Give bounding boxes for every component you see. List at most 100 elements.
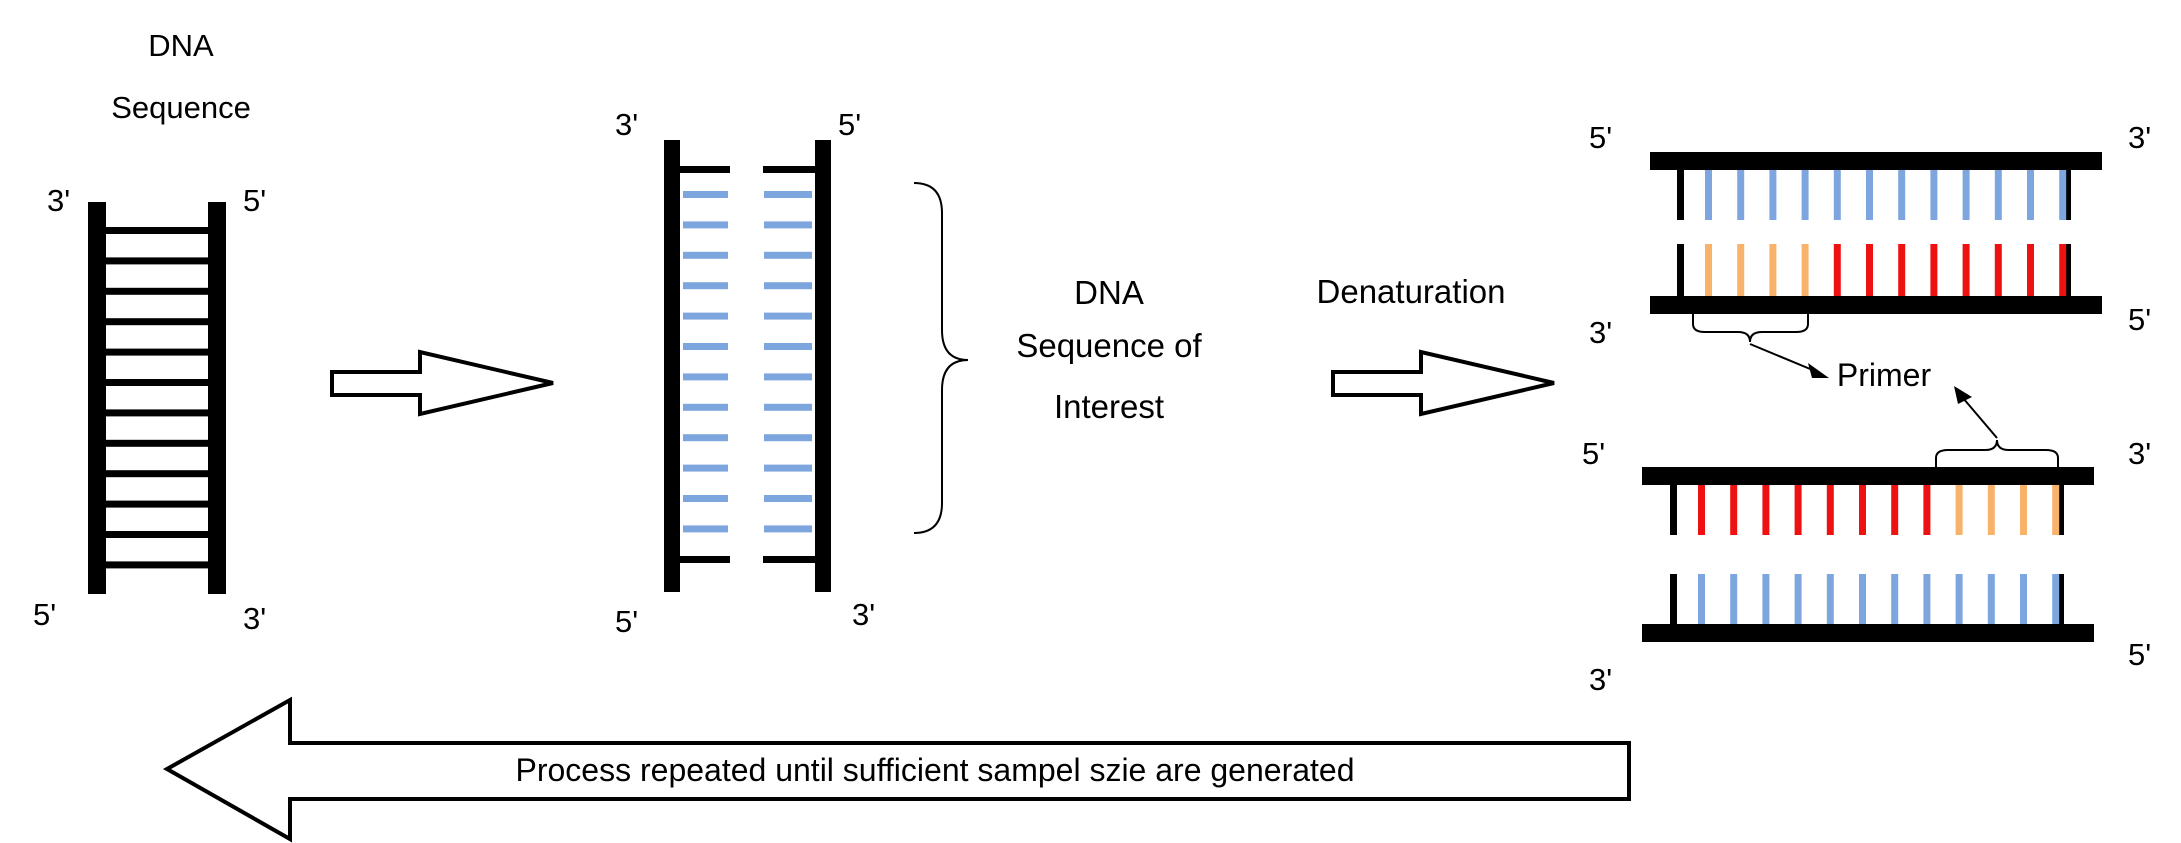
strand-3-base — [1859, 485, 1866, 535]
strand-2-base — [1898, 244, 1906, 296]
ladder-rung — [106, 470, 208, 478]
bottom-primer-arrow-head — [1954, 386, 1972, 404]
top-pair-left-top-end-label: 5' — [1589, 120, 1612, 155]
strand-3-primer-base — [2052, 485, 2060, 535]
strand-1-base — [2027, 170, 2034, 220]
ladder-rung — [106, 287, 208, 295]
left-strand-base — [683, 464, 728, 472]
left-strand-base — [683, 221, 728, 229]
bottom-pair-right-bottom-end-label: 5' — [2128, 637, 2151, 672]
right-strand-base — [764, 464, 812, 472]
top-primer-arrow-line — [1749, 343, 1816, 372]
interest-label-line-3: Interest — [1054, 388, 1164, 425]
unwound-right-bottom-end-label: 3' — [852, 597, 875, 632]
strand-1-base — [1994, 170, 2002, 220]
strand-2-base — [2059, 244, 2067, 296]
strand-4-backbone — [1642, 624, 2094, 642]
strand-2-right-cap — [2064, 244, 2071, 296]
strand-2-bases — [1705, 244, 2067, 296]
strand-3-primer-base — [2020, 485, 2027, 535]
right-strand-base — [764, 373, 812, 381]
strand-4-right-cap — [2057, 574, 2064, 624]
strand-4-base — [2020, 574, 2027, 624]
left-strand-base — [683, 312, 728, 320]
bottom-pair-left-top-end-label: 5' — [1582, 436, 1605, 471]
ladder-rung — [106, 227, 208, 234]
left-strand-base — [683, 525, 728, 533]
left-strand-base — [683, 343, 728, 350]
ladder-rungs — [106, 227, 208, 569]
right-strand-base — [764, 343, 812, 350]
ladder-rung — [106, 348, 208, 356]
strand-3-left-cap — [1670, 485, 1677, 535]
left-strand-base — [683, 495, 728, 502]
right-strand-base — [764, 403, 812, 411]
left-strand-base — [683, 373, 728, 381]
left-strand-base — [683, 191, 728, 198]
ladder-rung — [106, 257, 208, 265]
left-strand-base — [683, 434, 728, 442]
strand-3-bases — [1698, 485, 2060, 535]
repeat-process-arrow — [162, 696, 1631, 843]
strand-1-base — [1737, 170, 1745, 220]
strand-3-primer-base — [1955, 485, 1963, 535]
strand-1-left-cap — [1677, 170, 1684, 220]
strand-4-base — [2052, 574, 2060, 624]
ladder-rung — [106, 409, 208, 417]
strand-1-base — [1769, 170, 1777, 220]
unwound-left-top-end-label: 3' — [615, 107, 638, 142]
top-pair-right-bottom-end-label: 5' — [2128, 302, 2151, 337]
denaturation-label: Denaturation — [1317, 273, 1506, 310]
ladder-left-top-end-label: 3' — [47, 183, 70, 218]
dna-title-line-1: DNA — [148, 28, 214, 63]
strand-4-base — [1794, 574, 1802, 624]
dna-title-line-2: Sequence — [111, 90, 251, 125]
strand-3-base — [1891, 485, 1899, 535]
strand-2-left-cap — [1677, 244, 1684, 296]
ladder-rung — [106, 500, 208, 508]
unwound-right-top-end-label: 5' — [838, 107, 861, 142]
unwound-left-top-cap — [680, 166, 730, 173]
strand-4-bases — [1698, 574, 2060, 624]
bottom-primer-arrow-line — [1962, 397, 1998, 439]
right-strand-base — [764, 312, 812, 320]
strand-4-base — [1955, 574, 1963, 624]
strand-1-base — [1705, 170, 1712, 220]
strand-3-backbone — [1642, 467, 2094, 485]
arrow-to-unwound — [330, 349, 554, 417]
ladder-left-bottom-end-label: 5' — [33, 597, 56, 632]
interest-brace — [913, 182, 969, 534]
strand-3-base — [1923, 485, 1931, 535]
stage-sequence-of-interest: 3' 5' 5' 3' DNA Sequence of Interest — [615, 107, 1202, 639]
strand-3-base — [1826, 485, 1834, 535]
top-primer-arrow-head — [1808, 363, 1829, 378]
strand-3-base — [1730, 485, 1738, 535]
strand-2-primer-base — [1801, 244, 1809, 296]
primer-label: Primer — [1837, 357, 1932, 393]
strand-3-base — [1794, 485, 1802, 535]
unwound-right-top-cap — [763, 166, 815, 173]
unwound-right-backbone — [815, 140, 831, 592]
ladder-rung — [106, 318, 208, 326]
strand-3-primer-base — [1987, 485, 1995, 535]
strand-4-base — [1826, 574, 1834, 624]
repeat-process-label: Process repeated until sufficient sampel… — [516, 752, 1355, 788]
strand-1-base — [1898, 170, 1906, 220]
ladder-right-backbone — [208, 202, 226, 594]
strand-4-base — [1923, 574, 1931, 624]
strand-2-primer-base — [1737, 244, 1745, 296]
left-strand-base — [683, 403, 728, 411]
strand-4-base — [1698, 574, 1705, 624]
interest-label-line-2: Sequence of — [1016, 327, 1202, 364]
unwound-left-bottom-cap — [680, 556, 730, 563]
ladder-right-top-end-label: 5' — [243, 183, 266, 218]
top-pair-left-bottom-end-label: 3' — [1589, 315, 1612, 350]
ladder-rung — [106, 439, 208, 447]
interest-label-line-1: DNA — [1074, 274, 1144, 311]
strand-4-base — [1891, 574, 1899, 624]
right-strand-base — [764, 251, 812, 259]
strand-2-base — [1833, 244, 1841, 296]
strand-1-bases — [1705, 170, 2067, 220]
strand-1-base — [1962, 170, 1970, 220]
